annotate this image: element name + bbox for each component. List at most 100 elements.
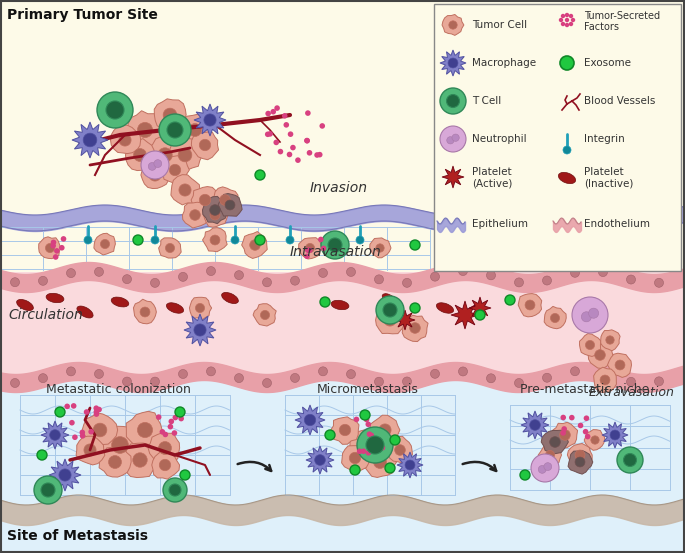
Text: Primary Tumor Site: Primary Tumor Site: [7, 8, 158, 22]
Polygon shape: [126, 411, 162, 448]
Circle shape: [560, 56, 574, 70]
Circle shape: [69, 420, 75, 425]
Ellipse shape: [16, 299, 34, 311]
Circle shape: [347, 268, 356, 276]
Circle shape: [163, 108, 177, 122]
Circle shape: [195, 304, 205, 312]
Circle shape: [83, 133, 97, 147]
Circle shape: [158, 441, 171, 455]
Circle shape: [55, 407, 65, 417]
Circle shape: [51, 239, 56, 245]
Circle shape: [376, 244, 384, 252]
Circle shape: [458, 367, 467, 376]
Circle shape: [385, 463, 395, 473]
Circle shape: [449, 21, 457, 29]
Circle shape: [314, 152, 320, 158]
Circle shape: [318, 237, 323, 242]
Circle shape: [361, 448, 366, 454]
Circle shape: [79, 433, 86, 439]
Polygon shape: [397, 452, 423, 478]
Circle shape: [194, 324, 206, 336]
Circle shape: [430, 272, 440, 281]
Polygon shape: [203, 202, 228, 227]
Polygon shape: [342, 446, 369, 472]
Circle shape: [584, 415, 589, 421]
Polygon shape: [587, 342, 613, 368]
Circle shape: [138, 122, 153, 138]
Circle shape: [188, 123, 201, 137]
Circle shape: [288, 132, 293, 137]
Polygon shape: [469, 297, 491, 319]
Circle shape: [168, 424, 173, 430]
Circle shape: [41, 483, 55, 497]
Polygon shape: [402, 315, 428, 342]
Circle shape: [123, 377, 132, 386]
Circle shape: [45, 243, 55, 253]
Circle shape: [101, 239, 110, 248]
Circle shape: [72, 435, 77, 440]
Circle shape: [84, 444, 96, 456]
Polygon shape: [212, 187, 238, 212]
Circle shape: [162, 432, 168, 437]
Circle shape: [140, 307, 150, 317]
Polygon shape: [134, 299, 156, 324]
Text: Neutrophil: Neutrophil: [472, 134, 527, 144]
Circle shape: [317, 152, 323, 158]
Polygon shape: [364, 445, 397, 477]
Circle shape: [505, 295, 515, 305]
Circle shape: [405, 460, 415, 470]
Circle shape: [448, 58, 458, 68]
Circle shape: [486, 271, 495, 280]
Circle shape: [260, 310, 270, 320]
Circle shape: [565, 23, 569, 27]
Polygon shape: [38, 237, 61, 259]
Polygon shape: [601, 330, 620, 351]
Circle shape: [199, 139, 211, 151]
Ellipse shape: [331, 300, 349, 310]
Circle shape: [543, 373, 551, 382]
Polygon shape: [194, 104, 226, 136]
Circle shape: [319, 268, 327, 278]
Circle shape: [295, 158, 301, 163]
Circle shape: [357, 427, 393, 463]
Circle shape: [600, 375, 610, 385]
Circle shape: [290, 276, 299, 285]
Circle shape: [305, 110, 311, 116]
Circle shape: [10, 378, 19, 388]
Circle shape: [71, 403, 77, 409]
Circle shape: [544, 463, 551, 471]
Polygon shape: [82, 413, 118, 447]
Circle shape: [366, 450, 371, 456]
Circle shape: [452, 134, 459, 142]
Polygon shape: [127, 111, 163, 147]
Circle shape: [319, 367, 327, 376]
Circle shape: [569, 14, 573, 18]
Circle shape: [190, 210, 200, 220]
Circle shape: [623, 453, 636, 467]
Circle shape: [255, 235, 265, 245]
Circle shape: [339, 424, 351, 436]
Circle shape: [149, 169, 161, 181]
Circle shape: [306, 243, 314, 253]
Polygon shape: [451, 301, 479, 329]
Circle shape: [51, 243, 56, 248]
Circle shape: [148, 163, 156, 170]
Ellipse shape: [436, 303, 453, 313]
Circle shape: [179, 369, 188, 378]
Polygon shape: [299, 238, 322, 259]
Circle shape: [586, 341, 595, 349]
Circle shape: [106, 101, 124, 119]
Circle shape: [97, 406, 102, 413]
Polygon shape: [191, 186, 219, 213]
Polygon shape: [442, 166, 464, 188]
Text: Metastatic colonization: Metastatic colonization: [46, 383, 190, 396]
Circle shape: [265, 132, 271, 137]
Circle shape: [595, 349, 606, 361]
Circle shape: [551, 314, 560, 322]
Polygon shape: [171, 175, 200, 205]
Text: T Cell: T Cell: [472, 96, 501, 106]
Circle shape: [159, 114, 191, 146]
Polygon shape: [253, 304, 276, 326]
Circle shape: [304, 253, 310, 259]
Polygon shape: [141, 160, 169, 189]
